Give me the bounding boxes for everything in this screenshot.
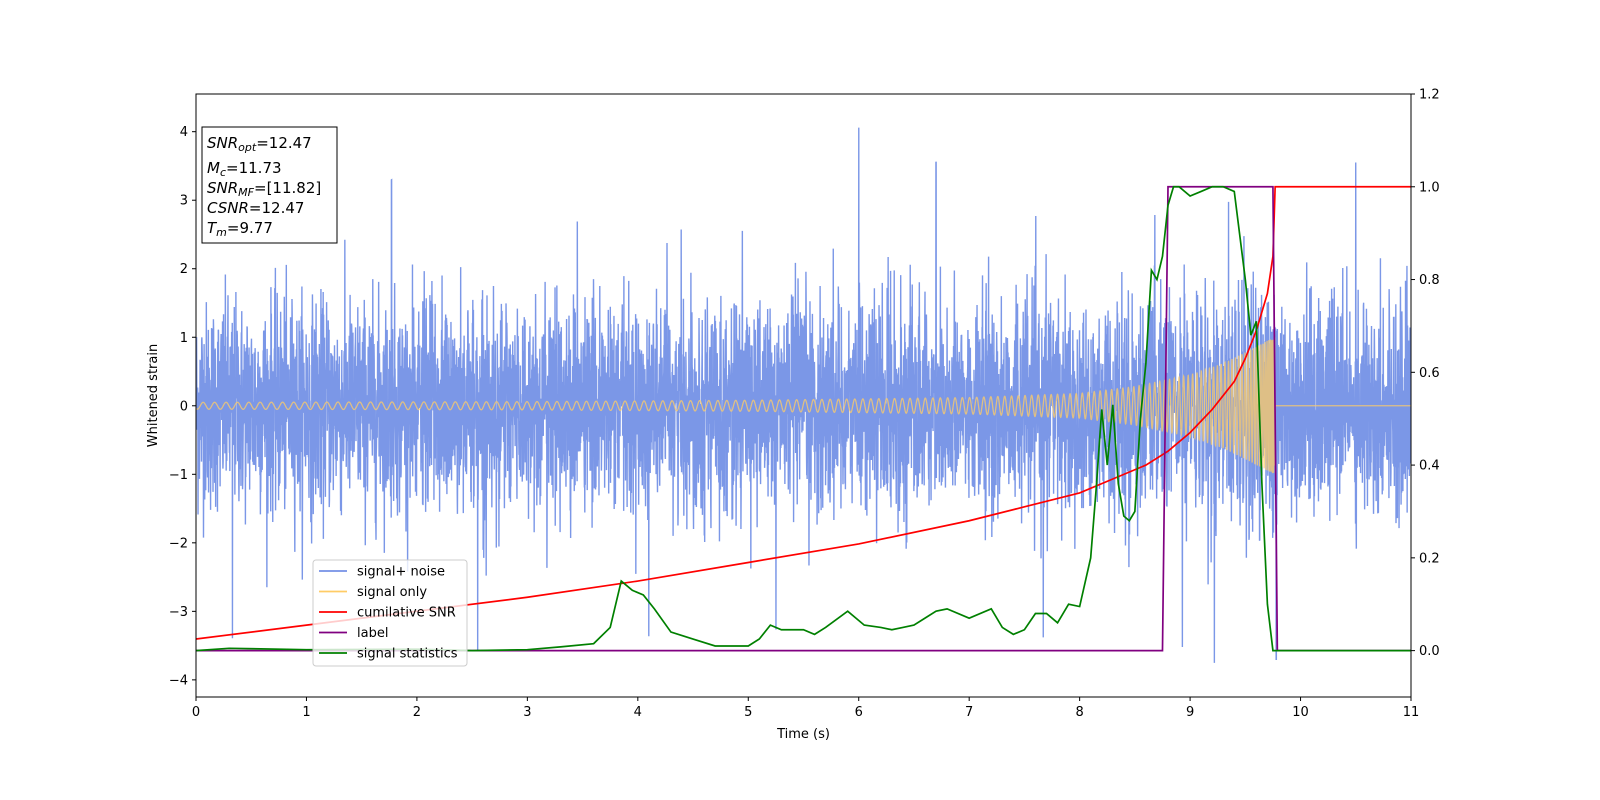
info-snr-mf-symbol: SNR	[207, 179, 238, 197]
info-tm-value: =9.77	[227, 219, 273, 237]
info-snr-opt-symbol: SNR	[207, 134, 238, 152]
x-tick-label: 2	[413, 705, 421, 720]
info-snr-opt: SNRopt=12.47	[207, 134, 312, 154]
series-cumulative-snr-line	[196, 185, 1411, 640]
info-snr-mf-value: =[11.82]	[254, 179, 321, 197]
y-axis-label: Whitened strain	[146, 344, 161, 447]
x-tick-label: 4	[634, 705, 642, 720]
y-right-tick-label: 0.6	[1419, 366, 1440, 381]
info-snr-mf: SNRMF=[11.82]	[207, 179, 321, 199]
info-snr-opt-subscript: opt	[238, 141, 257, 154]
info-snr-mf-subscript: MF	[238, 186, 254, 199]
x-axis-label: Time (s)	[776, 727, 830, 742]
x-tick-label: 5	[744, 705, 752, 720]
plot-area	[196, 127, 1411, 663]
x-tick-label: 11	[1403, 705, 1420, 720]
series-signal-only-line	[196, 337, 1411, 474]
legend-label: label	[357, 626, 388, 641]
legend-item: label	[319, 626, 388, 641]
y-left-tick-label: −2	[169, 536, 188, 551]
y-left-tick-label: 0	[180, 399, 188, 414]
legend: signal+ noise signal only cumilative SNR la…	[312, 559, 468, 667]
legend-item: cumilative SNR	[319, 606, 456, 621]
legend-frame	[312, 559, 468, 667]
y-left-tick-label: −4	[169, 673, 188, 688]
x-tick-label: 7	[965, 705, 973, 720]
x-tick-label: 0	[192, 705, 200, 720]
y-right-tick-label: 1.0	[1419, 180, 1440, 195]
legend-item: signal statistics	[319, 647, 458, 662]
x-tick-label: 3	[523, 705, 531, 720]
y-left-tick-label: 3	[180, 194, 188, 209]
x-tick-label: 6	[855, 705, 863, 720]
y-left-tick-label: 1	[180, 331, 188, 346]
info-tm-symbol: T	[207, 219, 218, 237]
x-tick-label: 1	[302, 705, 310, 720]
x-axis: 0 1 2 3 4 5 6 7 8 9 10 11	[192, 697, 1419, 720]
legend-label: signal statistics	[357, 647, 458, 662]
legend-label: signal only	[357, 585, 427, 600]
x-tick-label: 9	[1186, 705, 1194, 720]
x-tick-label: 8	[1075, 705, 1083, 720]
info-box: SNRopt=12.47Mc=11.73SNRMF=[11.82]CSNR=12…	[201, 126, 338, 244]
y-left-tick-label: 4	[180, 125, 188, 140]
y-right-tick-label: 0.0	[1419, 644, 1440, 659]
y-right-tick-label: 0.2	[1419, 551, 1440, 566]
legend-label: cumilative SNR	[357, 606, 456, 621]
y-left-tick-label: −1	[169, 468, 188, 483]
info-mc-value: =11.73	[226, 159, 282, 177]
info-mc: Mc=11.73	[207, 159, 282, 179]
info-box-frame	[201, 126, 338, 244]
y-left-tick-label: −3	[169, 605, 188, 620]
y-right-tick-label: 0.8	[1419, 273, 1440, 288]
y-axis-left: −4 −3 −2 −1 0 1 2 3 4	[169, 125, 196, 688]
y-right-tick-label: 1.2	[1419, 88, 1440, 103]
legend-item: signal only	[319, 585, 427, 600]
info-mc-subscript: c	[220, 166, 226, 179]
legend-label: signal+ noise	[357, 565, 445, 580]
y-axis-right: 0.0 0.2 0.4 0.6 0.8 1.0 1.2	[1411, 88, 1440, 659]
info-mc-symbol: M	[207, 159, 220, 177]
info-snr-opt-value: =12.47	[256, 134, 312, 152]
info-csnr-symbol: CSNR	[207, 199, 249, 217]
info-tm-subscript: m	[216, 226, 227, 239]
info-csnr: CSNR=12.47	[207, 199, 304, 217]
info-tm: Tm=9.77	[207, 219, 273, 239]
y-right-tick-label: 0.4	[1419, 459, 1440, 474]
info-csnr-value: =12.47	[249, 199, 305, 217]
legend-item: signal+ noise	[319, 565, 445, 580]
y-left-tick-label: 2	[180, 262, 188, 277]
x-tick-label: 10	[1292, 705, 1309, 720]
axes-frame	[195, 93, 1412, 698]
series-signal-statistics-line	[196, 185, 1411, 652]
